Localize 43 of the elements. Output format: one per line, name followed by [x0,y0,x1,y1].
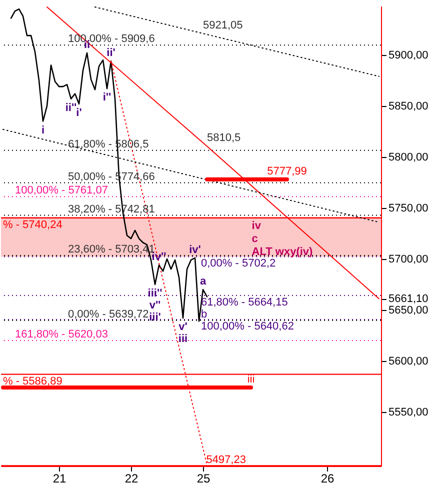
y-tick-label: 5900,00 [388,49,428,62]
y-tick-label: 5550,00 [388,406,428,418]
y-tick-label: 5700,00 [388,253,428,266]
annotation: 100,00% - 5640,62 [201,320,294,333]
annotation: % - 5740,24 [3,218,62,231]
annotation: i' [76,106,82,119]
annotation: iii [178,333,188,346]
annotation: % - 5586,89 [3,375,62,388]
y-tick-label: 5800,00 [388,151,428,164]
annotation: iii [247,373,255,386]
annotation: 5810,5 [207,132,241,144]
annotation: iv'' [152,251,167,264]
annotation: 161,80% - 5620,03 [15,328,108,341]
annotation: a [200,276,207,288]
annotation: v'' [149,299,162,312]
y-tick-label: 5650,00 [388,304,428,316]
annotation: ii'' [65,102,78,114]
y-tick-label: 5750,00 [388,202,428,214]
annotation: b [201,308,208,321]
annotation: 100,00% - 5761,07 [15,184,108,197]
annotation: 5497,23 [206,454,246,466]
annotation: iv [252,220,262,232]
annotation: iii' [149,311,162,324]
x-tick-label: 21 [52,472,66,486]
annotation: v' [178,321,188,334]
annotation: 0,00% - 5702,2 [201,258,276,270]
annotation: ii' [106,47,116,60]
y-tick-label: 5661,10 [388,293,428,306]
annotation: iii'' [148,287,163,300]
annotation: ALT wxy(iv) [252,246,314,258]
annotation: i [41,124,45,136]
x-tick-label: 25 [196,472,210,486]
y-tick-label: 5850,00 [388,100,428,112]
annotation: 0,00% - 5639,72 [68,308,149,320]
annotation: 61,80% - 5664,15 [201,296,288,309]
annotation: i'' [102,92,112,104]
annotation: iv' [189,244,202,256]
annotation: 5921,05 [203,19,243,32]
annotation: c [252,232,258,245]
annotation: 5777,99 [267,165,307,178]
x-tick-label: 26 [320,472,334,486]
x-tick-label: 22 [124,472,138,486]
y-tick-label: 5600,00 [388,355,428,368]
